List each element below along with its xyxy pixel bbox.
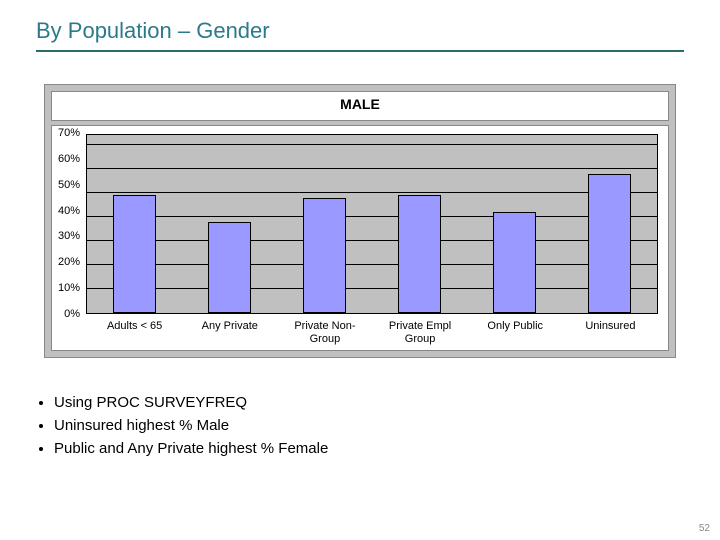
y-tick-label: 30%: [58, 231, 80, 242]
page-number: 52: [699, 523, 710, 534]
grid-line: [87, 144, 657, 145]
x-tick-label: Any Private: [182, 320, 277, 346]
y-tick-label: 10%: [58, 283, 80, 294]
bar: [588, 174, 631, 313]
bar: [113, 195, 156, 313]
chart-plot-wrapper: 70%60%50%40%30%20%10%0% Adults < 65Any P…: [51, 125, 669, 351]
grid-line: [87, 240, 657, 241]
plot-area: [86, 134, 658, 314]
chart-frame: MALE 70%60%50%40%30%20%10%0% Adults < 65…: [44, 84, 676, 358]
y-tick-label: 50%: [58, 180, 80, 191]
bar: [208, 222, 251, 313]
grid-line: [87, 288, 657, 289]
grid-line: [87, 192, 657, 193]
x-tick-label: Adults < 65: [87, 320, 182, 346]
bullet-item: Using PROC SURVEYFREQ: [54, 394, 684, 411]
chart-container: MALE 70%60%50%40%30%20%10%0% Adults < 65…: [36, 80, 684, 358]
x-axis: Adults < 65Any PrivatePrivate Non- Group…: [87, 314, 658, 346]
y-tick-label: 40%: [58, 206, 80, 217]
x-tick-label: Uninsured: [563, 320, 658, 346]
bullet-item: Public and Any Private highest % Female: [54, 440, 684, 457]
bar: [493, 212, 536, 313]
x-tick-label: Only Public: [468, 320, 563, 346]
grid-line: [87, 168, 657, 169]
page-title: By Population – Gender: [36, 18, 684, 52]
y-axis: 70%60%50%40%30%20%10%0%: [58, 128, 86, 320]
x-tick-label: Private Non- Group: [277, 320, 372, 346]
bullet-list: Using PROC SURVEYFREQ Uninsured highest %…: [36, 394, 684, 457]
bullet-item: Uninsured highest % Male: [54, 417, 684, 434]
chart-title: MALE: [51, 91, 669, 121]
bar: [398, 195, 441, 313]
y-tick-label: 60%: [58, 154, 80, 165]
y-tick-label: 70%: [58, 128, 80, 139]
bar: [303, 198, 346, 313]
grid-line: [87, 216, 657, 217]
x-tick-label: Private Empl Group: [373, 320, 468, 346]
grid-line: [87, 264, 657, 265]
y-tick-label: 20%: [58, 257, 80, 268]
